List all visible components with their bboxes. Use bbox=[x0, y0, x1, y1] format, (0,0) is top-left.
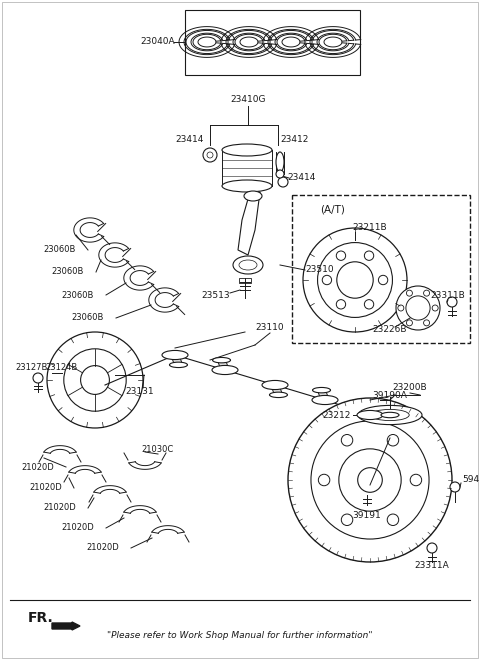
Text: 23060B: 23060B bbox=[52, 267, 84, 277]
Ellipse shape bbox=[312, 395, 338, 405]
Circle shape bbox=[450, 482, 460, 492]
Circle shape bbox=[410, 475, 421, 486]
Ellipse shape bbox=[358, 405, 422, 424]
Text: "Please refer to Work Shop Manual for further information": "Please refer to Work Shop Manual for fu… bbox=[107, 630, 373, 640]
Text: 23211B: 23211B bbox=[353, 224, 387, 232]
Text: 23110: 23110 bbox=[256, 323, 284, 333]
Text: 23212: 23212 bbox=[323, 411, 351, 420]
Ellipse shape bbox=[381, 412, 399, 418]
Text: 21020D: 21020D bbox=[61, 523, 95, 533]
Ellipse shape bbox=[162, 350, 188, 360]
Ellipse shape bbox=[244, 191, 262, 201]
Ellipse shape bbox=[212, 366, 238, 375]
Bar bbox=[185, 10, 360, 75]
Text: 23414: 23414 bbox=[176, 135, 204, 145]
Text: 39191: 39191 bbox=[353, 510, 382, 519]
Text: 21020D: 21020D bbox=[22, 463, 54, 471]
Circle shape bbox=[339, 449, 401, 511]
Ellipse shape bbox=[312, 387, 331, 393]
Ellipse shape bbox=[169, 362, 188, 368]
Circle shape bbox=[358, 468, 382, 492]
Text: 23127B: 23127B bbox=[16, 364, 48, 372]
Text: 23040A: 23040A bbox=[141, 38, 175, 46]
Text: 23513: 23513 bbox=[202, 292, 230, 300]
Circle shape bbox=[288, 398, 452, 562]
Text: 23060B: 23060B bbox=[62, 290, 94, 300]
Text: 21020D: 21020D bbox=[86, 543, 120, 552]
Text: 23226B: 23226B bbox=[373, 325, 407, 335]
FancyArrow shape bbox=[52, 622, 80, 630]
Bar bbox=[239, 278, 251, 283]
Circle shape bbox=[387, 434, 399, 446]
Circle shape bbox=[341, 434, 353, 446]
Bar bbox=[292, 195, 470, 343]
Text: 23510: 23510 bbox=[306, 265, 334, 275]
Ellipse shape bbox=[357, 411, 383, 420]
Circle shape bbox=[337, 262, 373, 298]
Circle shape bbox=[203, 148, 217, 162]
Polygon shape bbox=[318, 390, 329, 401]
Circle shape bbox=[427, 543, 437, 553]
Polygon shape bbox=[271, 385, 282, 395]
Text: 23311A: 23311A bbox=[415, 562, 449, 570]
Text: 39190A: 39190A bbox=[372, 391, 408, 401]
Ellipse shape bbox=[276, 152, 284, 172]
Text: 21030C: 21030C bbox=[142, 446, 174, 455]
Ellipse shape bbox=[262, 380, 288, 389]
Text: 23414: 23414 bbox=[288, 174, 316, 183]
Circle shape bbox=[387, 514, 399, 525]
Polygon shape bbox=[217, 360, 229, 370]
Ellipse shape bbox=[269, 392, 288, 397]
Text: 23311B: 23311B bbox=[431, 292, 466, 300]
Circle shape bbox=[81, 366, 109, 395]
Circle shape bbox=[64, 348, 126, 411]
Text: 23060B: 23060B bbox=[72, 314, 104, 323]
Ellipse shape bbox=[276, 170, 284, 178]
Ellipse shape bbox=[222, 180, 272, 192]
Circle shape bbox=[447, 297, 457, 307]
Circle shape bbox=[362, 485, 372, 495]
Text: 23200B: 23200B bbox=[393, 383, 427, 393]
Text: 21020D: 21020D bbox=[30, 484, 62, 492]
Circle shape bbox=[396, 286, 440, 330]
Text: 23060B: 23060B bbox=[44, 246, 76, 255]
Text: 21020D: 21020D bbox=[44, 504, 76, 513]
Circle shape bbox=[47, 332, 143, 428]
Ellipse shape bbox=[222, 144, 272, 156]
Circle shape bbox=[341, 514, 353, 525]
Text: 23124B: 23124B bbox=[46, 364, 78, 372]
Circle shape bbox=[278, 177, 288, 187]
Text: 59418: 59418 bbox=[462, 475, 480, 484]
Circle shape bbox=[311, 421, 429, 539]
Text: 23410G: 23410G bbox=[230, 96, 266, 104]
Circle shape bbox=[318, 475, 330, 486]
Text: FR.: FR. bbox=[28, 611, 54, 625]
Text: 23131: 23131 bbox=[126, 387, 154, 397]
Text: 23412: 23412 bbox=[281, 135, 309, 145]
Ellipse shape bbox=[233, 256, 263, 274]
Polygon shape bbox=[171, 354, 182, 365]
Polygon shape bbox=[238, 192, 260, 255]
Polygon shape bbox=[370, 412, 390, 417]
Text: (A/T): (A/T) bbox=[320, 205, 345, 215]
Ellipse shape bbox=[213, 358, 230, 363]
Circle shape bbox=[33, 373, 43, 383]
Circle shape bbox=[303, 228, 407, 332]
